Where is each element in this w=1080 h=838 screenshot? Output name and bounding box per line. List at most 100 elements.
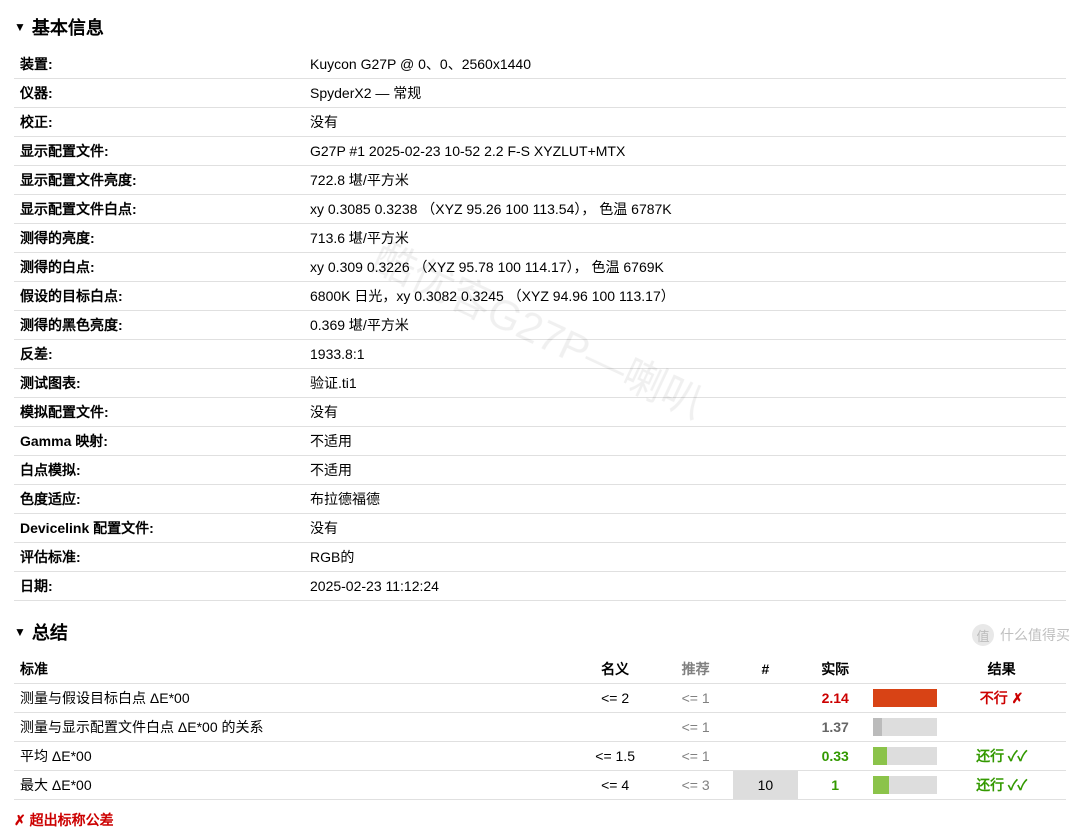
- info-row: 仪器:SpyderX2 — 常规: [14, 79, 1066, 108]
- info-label: 反差:: [14, 340, 304, 369]
- summary-header-row: 标准 名义 推荐 # 实际 结果: [14, 655, 1066, 684]
- summary-row: 测量与显示配置文件白点 ΔE*00 的关系 <= 1 1.37: [14, 713, 1066, 742]
- summary-row: 测量与假设目标白点 ΔE*00<= 2<= 1 2.14 不行 ✗: [14, 684, 1066, 713]
- col-nominal: 名义: [572, 655, 658, 684]
- basic-info-title: 基本信息: [32, 14, 104, 40]
- bar-cell: [873, 742, 937, 771]
- thumb-icon: 值: [972, 624, 994, 646]
- recommended-cell: <= 1: [658, 742, 733, 771]
- info-label: Gamma 映射:: [14, 427, 304, 456]
- summary-header[interactable]: ▼ 总结: [14, 619, 1066, 645]
- info-label: 显示配置文件白点:: [14, 195, 304, 224]
- info-row: Gamma 映射:不适用: [14, 427, 1066, 456]
- info-value: xy 0.309 0.3226 （XYZ 95.78 100 114.17）， …: [304, 253, 1066, 282]
- disclosure-icon: ▼: [14, 20, 26, 34]
- info-value: 不适用: [304, 456, 1066, 485]
- info-row: 测得的白点:xy 0.309 0.3226 （XYZ 95.78 100 114…: [14, 253, 1066, 282]
- info-value: 没有: [304, 514, 1066, 543]
- info-row: 假设的目标白点:6800K 日光，xy 0.3082 0.3245 （XYZ 9…: [14, 282, 1066, 311]
- summary-title: 总结: [32, 619, 68, 645]
- summary-row: 平均 ΔE*00<= 1.5<= 1 0.33 还行 ✓✓: [14, 742, 1066, 771]
- info-value: 2025-02-23 11:12:24: [304, 572, 1066, 601]
- criteria-cell: 最大 ΔE*00: [14, 771, 572, 800]
- info-row: 测得的亮度:713.6 堪/平方米: [14, 224, 1066, 253]
- col-criteria: 标准: [14, 655, 572, 684]
- col-actual: 实际: [798, 655, 873, 684]
- info-label: 假设的目标白点:: [14, 282, 304, 311]
- summary-row: 最大 ΔE*00<= 4<= 3101还行 ✓✓: [14, 771, 1066, 800]
- result-cell: 不行 ✗: [937, 684, 1066, 713]
- info-label: 测试图表:: [14, 369, 304, 398]
- info-row: 校正:没有: [14, 108, 1066, 137]
- info-value: SpyderX2 — 常规: [304, 79, 1066, 108]
- footer-tolerance-note: ✗ 超出标称公差: [14, 810, 1066, 830]
- info-row: 评估标准:RGB的: [14, 543, 1066, 572]
- nominal-cell: [572, 713, 658, 742]
- hash-cell: 10: [733, 771, 797, 800]
- basic-info-header[interactable]: ▼ 基本信息: [14, 14, 1066, 40]
- actual-cell: 2.14: [798, 684, 873, 713]
- info-row: 显示配置文件白点:xy 0.3085 0.3238 （XYZ 95.26 100…: [14, 195, 1066, 224]
- result-cell: 还行 ✓✓: [937, 742, 1066, 771]
- bar-cell: [873, 771, 937, 800]
- info-label: 校正:: [14, 108, 304, 137]
- col-bar: [873, 655, 937, 684]
- basic-info-table: 装置:Kuycon G27P @ 0、0、2560x1440仪器:SpyderX…: [14, 50, 1066, 601]
- info-label: 模拟配置文件:: [14, 398, 304, 427]
- info-value: RGB的: [304, 543, 1066, 572]
- info-label: 评估标准:: [14, 543, 304, 572]
- recommended-cell: <= 1: [658, 684, 733, 713]
- nominal-cell: <= 2: [572, 684, 658, 713]
- hash-cell: [733, 713, 797, 742]
- info-value: 722.8 堪/平方米: [304, 166, 1066, 195]
- info-value: Kuycon G27P @ 0、0、2560x1440: [304, 50, 1066, 79]
- recommended-cell: <= 1: [658, 713, 733, 742]
- bar-cell: [873, 684, 937, 713]
- watermark-text: 什么值得买: [1000, 625, 1070, 645]
- hash-cell: [733, 684, 797, 713]
- criteria-cell: 测量与显示配置文件白点 ΔE*00 的关系: [14, 713, 572, 742]
- info-value: 1933.8:1: [304, 340, 1066, 369]
- info-label: 色度适应:: [14, 485, 304, 514]
- summary-table: 标准 名义 推荐 # 实际 结果 测量与假设目标白点 ΔE*00<= 2<= 1…: [14, 655, 1066, 800]
- recommended-cell: <= 3: [658, 771, 733, 800]
- info-value: 没有: [304, 108, 1066, 137]
- info-value: 不适用: [304, 427, 1066, 456]
- actual-cell: 1: [798, 771, 873, 800]
- info-value: xy 0.3085 0.3238 （XYZ 95.26 100 113.54），…: [304, 195, 1066, 224]
- info-row: Devicelink 配置文件:没有: [14, 514, 1066, 543]
- info-label: 测得的黑色亮度:: [14, 311, 304, 340]
- info-row: 模拟配置文件:没有: [14, 398, 1066, 427]
- info-row: 显示配置文件:G27P #1 2025-02-23 10-52 2.2 F-S …: [14, 137, 1066, 166]
- info-row: 白点模拟:不适用: [14, 456, 1066, 485]
- col-hash: #: [733, 655, 797, 684]
- info-row: 显示配置文件亮度:722.8 堪/平方米: [14, 166, 1066, 195]
- criteria-cell: 平均 ΔE*00: [14, 742, 572, 771]
- criteria-cell: 测量与假设目标白点 ΔE*00: [14, 684, 572, 713]
- info-label: 白点模拟:: [14, 456, 304, 485]
- actual-cell: 0.33: [798, 742, 873, 771]
- info-row: 装置:Kuycon G27P @ 0、0、2560x1440: [14, 50, 1066, 79]
- info-label: 测得的亮度:: [14, 224, 304, 253]
- info-row: 色度适应:布拉德福德: [14, 485, 1066, 514]
- info-value: 布拉德福德: [304, 485, 1066, 514]
- info-label: 日期:: [14, 572, 304, 601]
- info-label: 仪器:: [14, 79, 304, 108]
- info-value: 713.6 堪/平方米: [304, 224, 1066, 253]
- hash-cell: [733, 742, 797, 771]
- info-row: 测试图表:验证.ti1: [14, 369, 1066, 398]
- info-value: 没有: [304, 398, 1066, 427]
- bar-cell: [873, 713, 937, 742]
- info-label: Devicelink 配置文件:: [14, 514, 304, 543]
- result-cell: [937, 713, 1066, 742]
- info-value: 6800K 日光，xy 0.3082 0.3245 （XYZ 94.96 100…: [304, 282, 1066, 311]
- nominal-cell: <= 1.5: [572, 742, 658, 771]
- actual-cell: 1.37: [798, 713, 873, 742]
- disclosure-icon: ▼: [14, 625, 26, 639]
- info-value: 验证.ti1: [304, 369, 1066, 398]
- info-row: 测得的黑色亮度:0.369 堪/平方米: [14, 311, 1066, 340]
- info-label: 装置:: [14, 50, 304, 79]
- info-row: 反差:1933.8:1: [14, 340, 1066, 369]
- info-row: 日期:2025-02-23 11:12:24: [14, 572, 1066, 601]
- bottom-watermark: 值 什么值得买: [972, 624, 1070, 646]
